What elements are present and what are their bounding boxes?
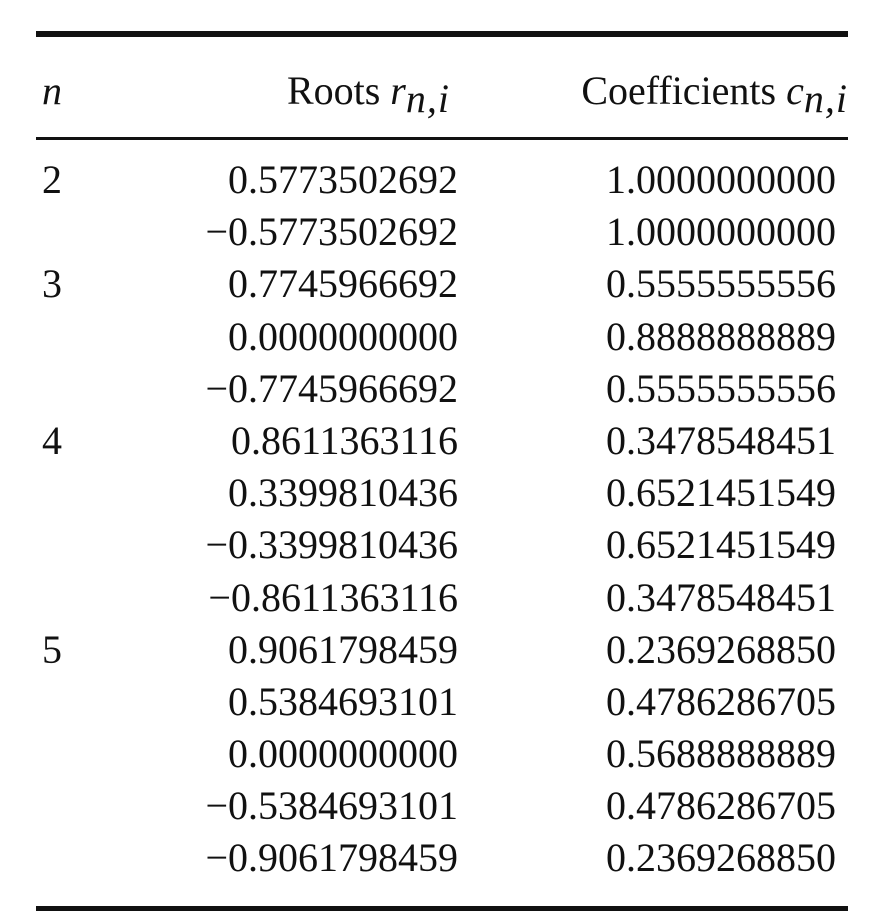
top-rule <box>36 31 848 37</box>
header-coef-subscript: n,i <box>803 76 848 121</box>
cell-coefficient: 0.4786286705 <box>606 783 836 829</box>
table-row: −0.3399810436 0.6521451549 <box>36 517 848 569</box>
table-row: 5 0.9061798459 0.2369268850 <box>36 622 848 674</box>
cell-coefficient: 0.3478548451 <box>606 417 836 463</box>
header-coefficients: Coefficients cn,i <box>581 71 848 119</box>
table-row: 2 0.5773502692 1.0000000000 <box>36 152 848 204</box>
cell-n: 5 <box>42 626 62 672</box>
header-rule <box>36 137 848 140</box>
gauss-legendre-table: n Roots rn,i Coefficients cn,i 2 0.577350… <box>36 31 848 911</box>
cell-coefficient: 1.0000000000 <box>606 157 836 202</box>
table-row: −0.7745966692 0.5555555556 <box>36 361 848 413</box>
header-roots-subscript: n,i <box>405 76 450 121</box>
cell-coefficient: 0.5555555556 <box>606 365 836 411</box>
cell-coefficient: 0.2369268850 <box>606 835 836 881</box>
header-coef-symbol: c <box>786 68 804 113</box>
table-row: 0.5384693101 0.4786286705 <box>36 674 848 726</box>
cell-root: −0.9061798459 <box>205 835 458 881</box>
header-roots: Roots rn,i <box>287 71 450 119</box>
cell-coefficient: 0.2369268850 <box>606 626 836 672</box>
cell-root: −0.5773502692 <box>205 209 458 255</box>
table-row: 0.0000000000 0.5688888889 <box>36 726 848 778</box>
cell-n: 2 <box>42 157 62 202</box>
cell-coefficient: 1.0000000000 <box>606 209 836 255</box>
table-row: −0.8611363116 0.3478548451 <box>36 570 848 622</box>
cell-root: −0.5384693101 <box>205 783 458 829</box>
cell-coefficient: 0.5688888889 <box>606 731 836 777</box>
cell-root: 0.0000000000 <box>228 731 458 777</box>
cell-root: 0.3399810436 <box>228 470 458 516</box>
table-row: 3 0.7745966692 0.5555555556 <box>36 256 848 308</box>
header-roots-symbol: r <box>390 68 406 113</box>
table-row: 0.3399810436 0.6521451549 <box>36 465 848 517</box>
cell-n: 3 <box>42 261 62 307</box>
header-coef-label: Coefficients <box>581 68 777 113</box>
table-row: −0.5773502692 1.0000000000 <box>36 204 848 256</box>
table-row: 0.0000000000 0.8888888889 <box>36 309 848 361</box>
cell-coefficient: 0.3478548451 <box>606 574 836 620</box>
cell-n: 4 <box>42 417 62 463</box>
cell-root: 0.9061798459 <box>228 626 458 672</box>
cell-coefficient: 0.8888888889 <box>606 313 836 359</box>
cell-root: −0.8611363116 <box>208 574 458 620</box>
cell-root: −0.3399810436 <box>205 522 458 568</box>
table-header: n Roots rn,i Coefficients cn,i <box>36 37 848 119</box>
cell-root: 0.7745966692 <box>228 261 458 307</box>
header-n: n <box>42 68 62 113</box>
cell-root: 0.0000000000 <box>228 313 458 359</box>
cell-root: 0.8611363116 <box>230 417 458 463</box>
table-row: 4 0.8611363116 0.3478548451 <box>36 413 848 465</box>
cell-root: 0.5773502692 <box>228 157 458 202</box>
cell-root: −0.7745966692 <box>205 365 458 411</box>
cell-coefficient: 0.5555555556 <box>606 261 836 307</box>
table-body: 2 0.5773502692 1.0000000000 −0.5773502692 1.… <box>36 152 848 883</box>
cell-coefficient: 0.6521451549 <box>606 470 836 516</box>
bottom-rule <box>36 905 848 911</box>
cell-coefficient: 0.4786286705 <box>606 678 836 724</box>
table-row: −0.9061798459 0.2369268850 <box>36 830 848 882</box>
header-roots-label: Roots <box>286 68 381 113</box>
cell-coefficient: 0.6521451549 <box>606 522 836 568</box>
cell-root: 0.5384693101 <box>228 678 458 724</box>
table-row: −0.5384693101 0.4786286705 <box>36 778 848 830</box>
